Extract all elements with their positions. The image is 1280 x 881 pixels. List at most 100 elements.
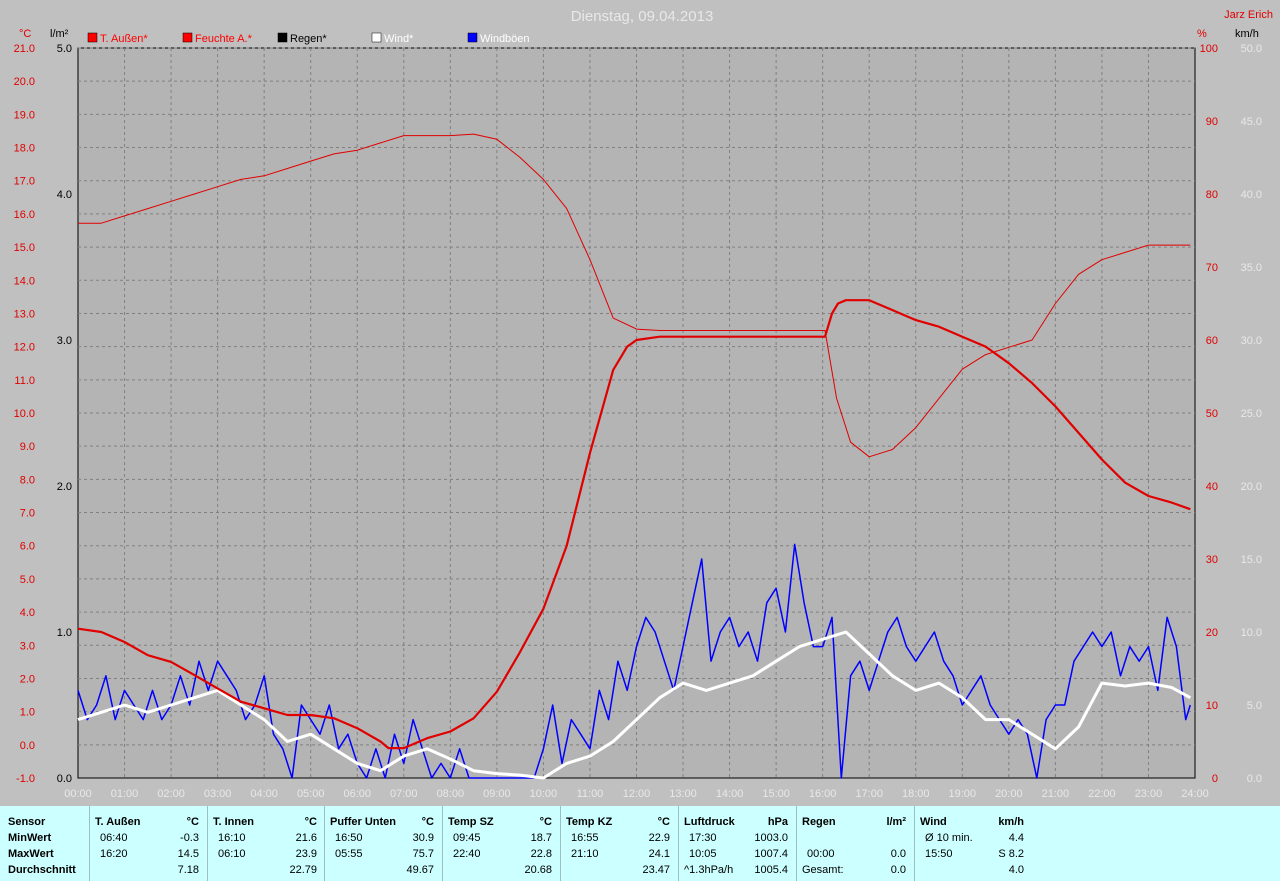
stats-column-unit: °C xyxy=(539,816,552,828)
stats-min-time: 09:45 xyxy=(453,832,481,844)
stats-column-divider xyxy=(560,806,561,881)
wind-tick-label: 30.0 xyxy=(1241,335,1262,347)
humidity-unit-label: % xyxy=(1197,28,1207,40)
stats-sensor-header: Sensor xyxy=(8,816,46,828)
temp-tick-label: 17.0 xyxy=(14,176,35,188)
stats-max-value: 0.0 xyxy=(890,848,906,860)
stats-max-time: 16:20 xyxy=(100,848,128,860)
stats-avg-note: Gesamt: xyxy=(802,864,844,876)
stats-avg-value: 20.68 xyxy=(524,864,552,876)
stats-column-header: Regen xyxy=(802,816,836,828)
time-tick-label: 10:00 xyxy=(530,788,558,800)
temp-tick-label: 0.0 xyxy=(20,740,35,752)
temp-tick-label: 3.0 xyxy=(20,640,35,652)
wind-tick-label: 35.0 xyxy=(1241,262,1262,274)
wind-tick-label: 15.0 xyxy=(1241,554,1262,566)
stats-min-value: 18.7 xyxy=(530,832,552,844)
temp-tick-label: 11.0 xyxy=(14,375,35,387)
legend-swatch xyxy=(277,32,288,43)
humidity-tick-label: 30 xyxy=(1206,554,1218,566)
stats-max-value: 22.8 xyxy=(530,848,552,860)
axis-ticks: 21.0 20.0 19.0 18.0 17.0 16.0 15.0 14.0 13.0 12.0… xyxy=(14,43,1262,800)
chart-title: Dienstag, 09.04.2013 xyxy=(571,8,714,25)
temp-tick-label: 18.0 xyxy=(14,143,35,155)
stats-column-divider xyxy=(207,806,208,881)
stats-column-header: Wind xyxy=(920,816,947,828)
temp-tick-label: 1.0 xyxy=(20,707,35,719)
legend: T. Außen* Feuchte A.* Regen* Wind* Windböen xyxy=(87,32,530,45)
humidity-tick-label: 20 xyxy=(1206,627,1218,639)
time-tick-label: 12:00 xyxy=(623,788,651,800)
humidity-tick-label: 70 xyxy=(1206,262,1218,274)
stats-avg-value: 23.47 xyxy=(642,864,670,876)
wind-tick-label: 25.0 xyxy=(1241,408,1262,420)
wind-tick-label: 50.0 xyxy=(1241,43,1262,55)
wind-unit-label: km/h xyxy=(1235,28,1259,40)
stats-avg-note: ^1.3hPa/h xyxy=(684,864,734,876)
temp-tick-label: 7.0 xyxy=(20,508,35,520)
stats-max-time: 10:05 xyxy=(689,848,717,860)
time-tick-label: 03:00 xyxy=(204,788,232,800)
time-tick-label: 04:00 xyxy=(250,788,278,800)
temp-tick-label: 6.0 xyxy=(20,541,35,553)
time-tick-label: 19:00 xyxy=(949,788,977,800)
stats-column-header: Temp KZ xyxy=(566,816,613,828)
stats-max-time: 22:40 xyxy=(453,848,481,860)
stats-min-value: 4.4 xyxy=(1008,832,1024,844)
stats-column-unit: l/m² xyxy=(886,816,906,828)
stats-column-divider xyxy=(324,806,325,881)
legend-swatch xyxy=(87,32,98,43)
time-tick-label: 06:00 xyxy=(343,788,371,800)
temp-tick-label: 10.0 xyxy=(14,408,35,420)
author-label: Jarz Erich xyxy=(1224,9,1273,21)
stats-column-unit: °C xyxy=(421,816,434,828)
stats-column-unit: °C xyxy=(657,816,670,828)
humidity-tick-label: 90 xyxy=(1206,116,1218,128)
time-tick-label: 00:00 xyxy=(64,788,92,800)
temp-tick-label: 13.0 xyxy=(14,308,35,320)
series-line xyxy=(77,543,1192,779)
series-line xyxy=(77,630,1192,780)
stats-avg-value: 4.0 xyxy=(1008,864,1024,876)
temp-tick-label: 12.0 xyxy=(14,342,35,354)
stats-min-label: MinWert xyxy=(8,832,52,844)
stats-column-header: T. Außen xyxy=(95,816,141,828)
stats-min-value: -0.3 xyxy=(180,832,199,844)
rain-tick-label: 4.0 xyxy=(57,189,72,201)
temp-tick-label: -1.0 xyxy=(16,773,35,785)
stats-column-unit: km/h xyxy=(998,816,1024,828)
series-layer xyxy=(77,133,1195,780)
stats-min-time: Ø 10 min. xyxy=(925,832,973,844)
stats-max-time: 05:55 xyxy=(335,848,363,860)
stats-max-label: MaxWert xyxy=(8,848,54,860)
wind-tick-label: 20.0 xyxy=(1241,481,1262,493)
time-tick-label: 08:00 xyxy=(437,788,465,800)
stats-max-time: 06:10 xyxy=(218,848,246,860)
stats-avg-value: 49.67 xyxy=(406,864,434,876)
time-tick-label: 01:00 xyxy=(111,788,139,800)
temp-tick-label: 9.0 xyxy=(20,441,35,453)
temp-tick-label: 2.0 xyxy=(20,673,35,685)
time-tick-label: 14:00 xyxy=(716,788,744,800)
stats-min-value: 22.9 xyxy=(648,832,670,844)
stats-column-header: Puffer Unten xyxy=(330,816,396,828)
stats-column-header: Temp SZ xyxy=(448,816,494,828)
time-tick-label: 22:00 xyxy=(1088,788,1116,800)
temp-tick-label: 21.0 xyxy=(14,43,35,55)
stats-column-header: T. Innen xyxy=(213,816,254,828)
stats-column-unit: hPa xyxy=(767,816,788,828)
wind-tick-label: 45.0 xyxy=(1241,116,1262,128)
legend-label: T. Außen* xyxy=(100,33,148,45)
stats-avg-label: Durchschnitt xyxy=(8,864,76,876)
temp-tick-label: 8.0 xyxy=(20,474,35,486)
statistics-table: Sensor MinWert MaxWert Durchschnitt T. Außen… xyxy=(0,806,1280,881)
humidity-tick-label: 0 xyxy=(1212,773,1218,785)
stats-min-time: 16:50 xyxy=(335,832,363,844)
time-tick-label: 15:00 xyxy=(762,788,790,800)
stats-column-unit: °C xyxy=(304,816,317,828)
time-tick-label: 16:00 xyxy=(809,788,837,800)
wind-tick-label: 40.0 xyxy=(1241,189,1262,201)
legend-label: Wind* xyxy=(384,33,414,45)
wind-tick-label: 0.0 xyxy=(1247,773,1262,785)
time-tick-label: 13:00 xyxy=(669,788,697,800)
